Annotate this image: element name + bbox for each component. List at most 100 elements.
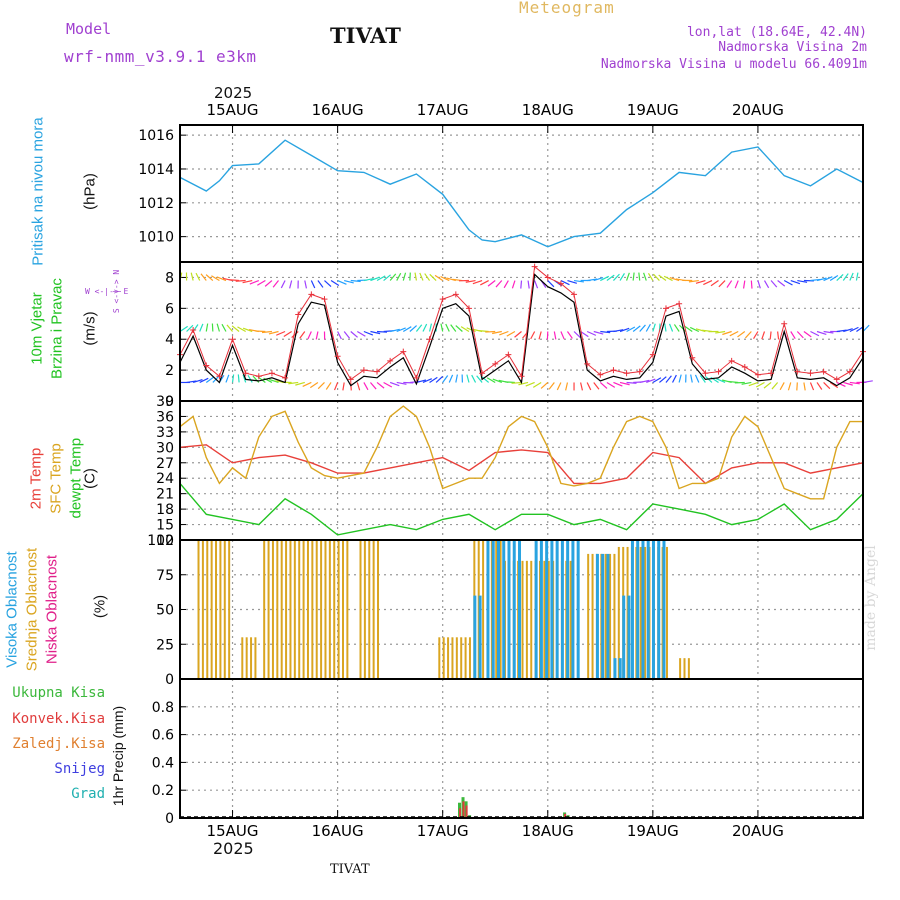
high-cloud-bar <box>606 553 610 679</box>
y-tick-label: 2 <box>165 363 174 379</box>
wind-arrow <box>419 272 424 281</box>
mid-cloud-bar <box>687 658 690 679</box>
wind-arrow <box>673 324 680 332</box>
wind-arrow <box>672 374 677 383</box>
mid-cloud-bar <box>320 540 323 679</box>
panel-frame <box>179 678 864 819</box>
wind-arrow <box>192 379 203 384</box>
wind-arrow <box>626 381 637 384</box>
wind-gust-point <box>518 373 525 380</box>
mid-cloud-bar <box>368 540 371 679</box>
temp-unit: (C) <box>81 468 99 489</box>
mid-cloud-bar <box>438 637 441 679</box>
mid-cloud-bar <box>197 540 200 679</box>
high-cloud-bar <box>473 595 477 679</box>
high-cloud-bar <box>496 540 500 679</box>
wind-arrow <box>205 376 215 383</box>
wind-arrow <box>606 274 615 282</box>
wind-arrow <box>440 323 444 332</box>
mid-cloud-bar <box>206 540 209 679</box>
wind-arrow <box>566 331 573 339</box>
wind-arrow <box>465 279 476 283</box>
wind-arrow <box>632 325 641 332</box>
wind-arrow <box>593 382 600 390</box>
mid-cloud-bar <box>245 637 248 679</box>
mid-cloud-bar <box>346 540 349 679</box>
wind-arrow <box>593 277 604 282</box>
wind-gust-point <box>728 357 735 364</box>
wind-gust-point <box>268 370 275 377</box>
wind-arrow <box>357 330 366 337</box>
wind-arrow <box>221 323 227 332</box>
wind-arrow <box>310 280 316 289</box>
wind-arrow <box>309 381 319 389</box>
mid-cloud-bar <box>613 553 616 679</box>
wind-arrow <box>790 279 801 285</box>
wind-arrow <box>389 273 397 281</box>
wind-arrow <box>186 380 197 384</box>
wind-arrow <box>195 272 201 281</box>
wind-gust-point <box>229 336 236 343</box>
y-tick-label: 0.6 <box>152 728 174 744</box>
mid-cloud-bar <box>250 637 253 679</box>
wind-arrow <box>771 382 779 390</box>
wind-gust-point <box>623 370 630 377</box>
wind-arrow <box>520 280 523 289</box>
y-tick-label: 100 <box>147 533 174 549</box>
high-cloud-bar <box>595 553 599 679</box>
wind-arrow <box>389 381 400 387</box>
wind-gust-point <box>321 296 328 303</box>
wind-arrow <box>653 273 660 281</box>
wind-arrow <box>734 280 739 289</box>
wind-arrow <box>503 280 509 289</box>
wind-arrow <box>304 280 308 289</box>
wind-arrow <box>836 329 847 333</box>
wind-arrow <box>495 280 503 288</box>
high-cloud-bar <box>560 540 564 679</box>
wind-arrow <box>480 280 489 286</box>
mid-cloud-bar <box>569 560 572 679</box>
wind-arrow <box>402 272 407 281</box>
wind-arrow <box>302 381 312 388</box>
high-cloud-bar <box>545 540 549 679</box>
x-day-label-bottom: 15AUG <box>207 822 259 840</box>
wind-arrow <box>741 381 752 385</box>
y-tick-label: 25 <box>156 637 174 653</box>
high-cloud-bar <box>662 540 666 679</box>
wind-arrow <box>487 280 496 287</box>
lonlat-info: lon,lat (18.64E, 42.4N) <box>686 25 867 40</box>
wind-arrow <box>511 381 522 384</box>
wind-arrow <box>663 275 673 282</box>
high-cloud-bar <box>601 553 605 679</box>
mid-cloud-bar <box>604 553 607 679</box>
wind-arrow <box>272 280 279 288</box>
wind-arrow <box>530 331 536 340</box>
wind-arrow <box>205 323 209 332</box>
wind-arrow <box>299 331 306 339</box>
mid-cloud-bar <box>617 546 620 679</box>
y-tick-label: 0 <box>165 394 174 410</box>
mid-cloud-bar <box>337 540 340 679</box>
wind-arrow <box>742 280 746 289</box>
y-tick-label: 18 <box>156 502 174 518</box>
y-tick-label: 27 <box>156 456 174 472</box>
temp-title-2: SFC Temp <box>47 443 65 514</box>
precip-legend-total: Ukupna Kisa <box>12 685 105 701</box>
wind-arrow <box>556 382 562 391</box>
wind-arrow <box>257 280 266 286</box>
wind-arrow <box>435 375 444 383</box>
high-cloud-bar <box>566 540 570 679</box>
precip-legend-frozen: Zaledj.Kisa <box>12 736 105 752</box>
wind-arrow <box>573 279 584 283</box>
mid-cloud-bar <box>543 560 546 679</box>
wind-gust-point <box>741 364 748 371</box>
high-cloud-bar <box>613 658 617 679</box>
wind-gust-point <box>636 368 643 375</box>
high-cloud-bar <box>641 540 645 679</box>
mid-cloud-bar <box>267 540 270 679</box>
panel-frame <box>179 124 864 263</box>
wind-arrow <box>229 279 240 282</box>
wind-arrow <box>540 382 549 389</box>
wind-arrow <box>689 326 700 333</box>
y-tick-label: 1012 <box>138 196 174 212</box>
